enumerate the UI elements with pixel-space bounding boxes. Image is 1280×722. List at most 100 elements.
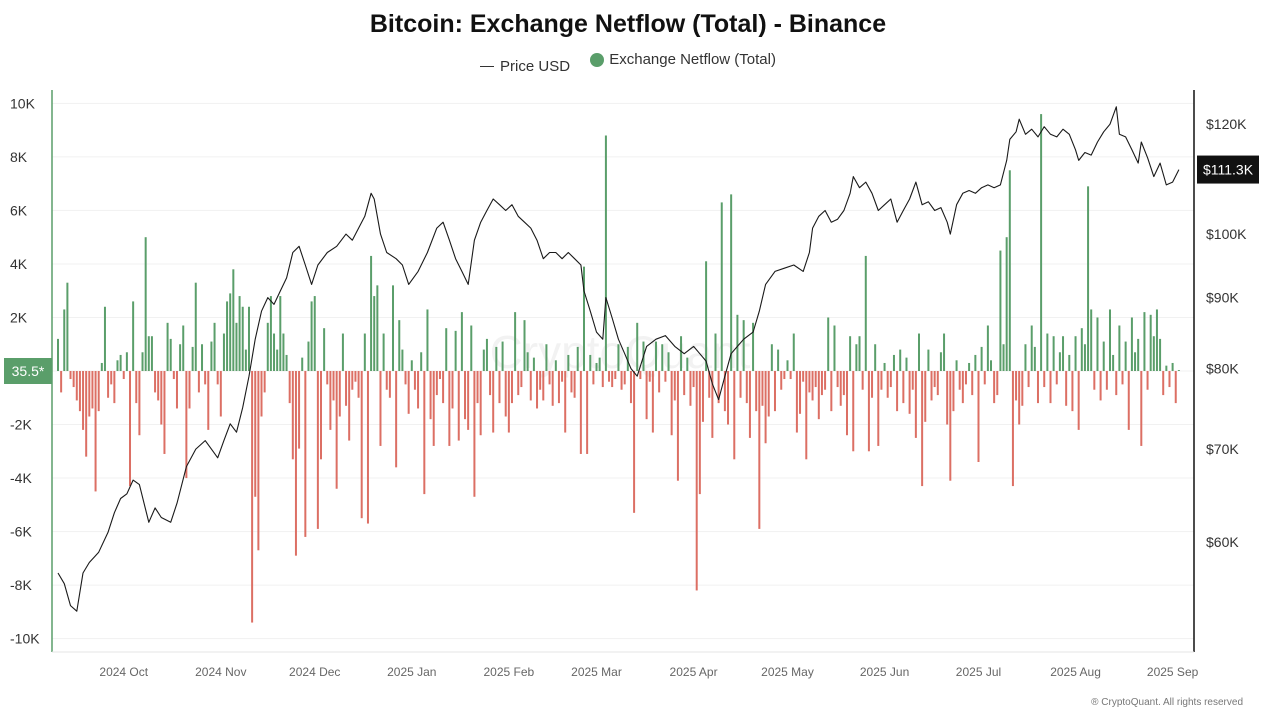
netflow-bar [291,371,294,460]
netflow-bar [842,371,845,396]
netflow-bar [1090,309,1093,371]
netflow-bar [201,344,204,371]
netflow-bar [852,371,855,452]
netflow-bar [667,352,670,371]
netflow-bar [567,354,570,371]
netflow-bar [883,362,886,371]
x-tick-label: 2025 Jun [860,665,909,679]
netflow-bar [855,344,858,371]
netflow-bar [874,344,877,371]
netflow-bar [676,371,679,481]
legend-label-netflow: Exchange Netflow (Total) [609,51,776,68]
netflow-bar [1143,312,1146,371]
legend-item-netflow[interactable]: Exchange Netflow (Total) [590,51,776,68]
netflow-bar [792,333,795,371]
netflow-bar [301,357,304,371]
netflow-bar [172,371,175,380]
legend: Price USD Exchange Netflow (Total) [0,51,1256,75]
netflow-bar [554,360,557,371]
netflow-bar [964,371,967,385]
netflow-bar [952,371,955,412]
netflow-bar [163,371,166,454]
netflow-bar [849,336,852,371]
price-line [57,106,1180,612]
netflow-bar [814,371,817,388]
netflow-bar [94,371,97,492]
netflow-bar [1008,170,1011,371]
right-axis-ticks: $120K $100K $90K $80K $70K $60K [1206,116,1247,550]
netflow-bar [999,250,1002,371]
netflow-bar [764,371,767,444]
legend-item-price[interactable]: Price USD [480,58,570,75]
netflow-bar [980,346,983,371]
left-axis-ticks: 10K 8K 6K 4K 2K -2K -4K -6K -8K -10K [10,95,40,646]
netflow-bar [88,371,91,417]
netflow-bar [1134,352,1137,371]
left-tick-label: -8K [10,577,32,593]
netflow-bar [1096,317,1099,371]
netflow-bar [395,371,398,468]
netflow-bar [1118,325,1121,371]
netflow-bar [116,360,119,371]
netflow-bar [958,371,961,390]
netflow-bar [1127,371,1130,430]
netflow-bar [85,371,88,457]
netflow-bar [69,371,72,380]
netflow-bar [229,293,232,371]
netflow-bar [626,346,629,371]
netflow-bar [651,371,654,433]
x-tick-label: 2025 Feb [483,665,534,679]
netflow-bar [417,371,420,409]
netflow-bar [204,371,207,385]
netflow-bar [1124,341,1127,371]
netflow-bar [1099,371,1102,401]
netflow-bar [839,371,842,406]
netflow-bar [426,309,429,371]
netflow-bar [1033,346,1036,371]
netflow-bar [1108,309,1111,371]
netflow-bar [157,371,160,401]
netflow-bar [711,371,714,438]
netflow-bar [1043,371,1046,388]
netflow-bar [476,371,479,404]
netflow-bar [824,371,827,390]
netflow-bar [914,371,917,438]
netflow-bar [473,371,476,497]
netflow-bar [1112,354,1115,371]
netflow-bar [138,371,141,436]
netflow-bar [961,371,964,404]
netflow-bar [501,341,504,371]
netflow-bar [423,371,426,495]
netflow-bar [864,255,867,371]
x-tick-label: 2025 Jul [956,665,1001,679]
netflow-bar [370,255,373,371]
netflow-bar [739,371,742,398]
netflow-bar [611,371,614,388]
netflow-bar [197,371,200,393]
netflow-bar [320,371,322,460]
netflow-bar [614,371,617,380]
netflow-bar [251,371,254,623]
price-series [57,106,1180,612]
netflow-bar [266,322,269,371]
netflow-bar [485,338,488,371]
netflow-bar [323,328,326,371]
netflow-bar [257,371,260,551]
netflow-bar [413,371,416,390]
netflow-bar [586,371,589,454]
netflow-bar [933,371,936,388]
netflow-bar [182,325,185,371]
netflow-bar [705,261,708,371]
netflow-bar [1171,362,1174,371]
netflow-bar [91,371,94,409]
netflow-bar [673,371,676,401]
netflow-bar [457,371,460,441]
netflow-bar [551,371,554,406]
netflow-bar [680,336,683,371]
netflow-bar [736,314,739,371]
netflow-bar [438,371,441,380]
x-tick-label: 2024 Oct [99,665,148,679]
copyright-footer: ® CryptoQuant. All rights reserved [1091,697,1243,708]
netflow-bar [670,371,673,436]
